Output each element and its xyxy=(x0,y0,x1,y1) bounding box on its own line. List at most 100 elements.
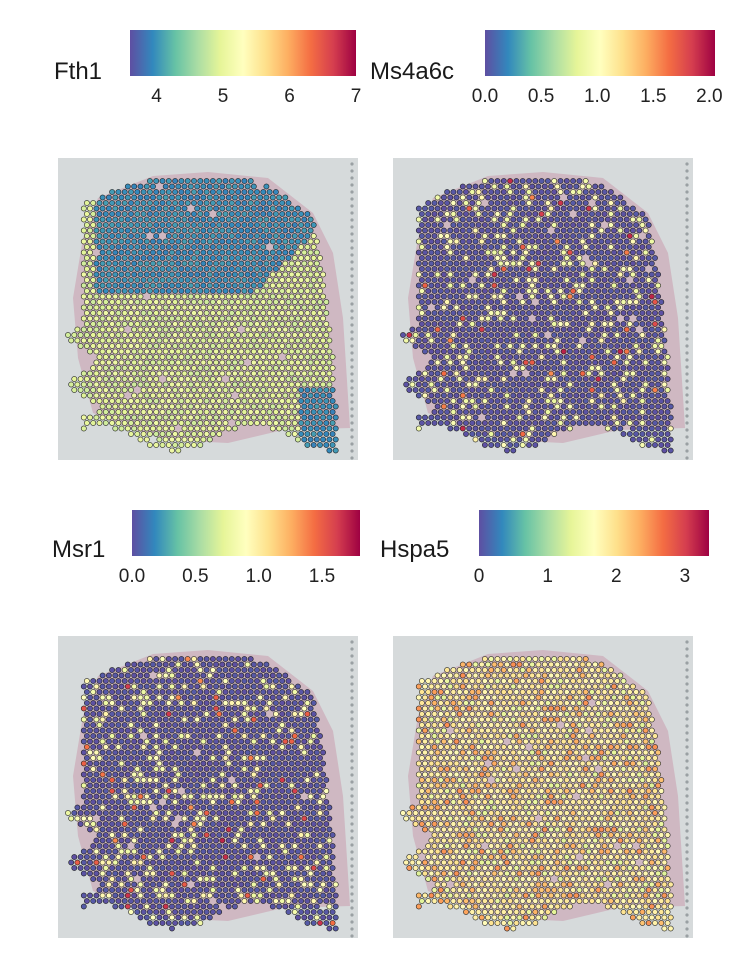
spot xyxy=(415,370,422,377)
spot xyxy=(209,266,216,272)
spot xyxy=(96,722,103,728)
spot xyxy=(607,398,614,404)
spot xyxy=(106,227,112,234)
spot xyxy=(529,282,536,289)
spot xyxy=(99,260,106,267)
spot xyxy=(219,672,226,679)
spot xyxy=(507,420,513,426)
spot xyxy=(191,189,197,195)
spot xyxy=(611,403,617,410)
spot xyxy=(197,810,204,816)
spot xyxy=(664,409,671,415)
spot xyxy=(595,244,602,250)
spot xyxy=(447,315,454,322)
spot xyxy=(241,233,248,239)
spot xyxy=(102,700,109,706)
spot xyxy=(447,216,454,223)
spot xyxy=(272,365,279,371)
spot xyxy=(307,414,314,421)
spot xyxy=(667,447,674,454)
spot xyxy=(260,288,267,294)
spot xyxy=(598,282,605,289)
spot xyxy=(102,821,109,827)
spot xyxy=(441,282,447,289)
spot xyxy=(453,249,460,256)
spot xyxy=(576,310,583,316)
spot xyxy=(71,332,78,338)
spot xyxy=(109,678,115,684)
spot xyxy=(134,689,141,695)
fiducial-dot xyxy=(350,913,354,917)
spot xyxy=(194,716,201,723)
fiducial-dot xyxy=(350,794,354,798)
spot xyxy=(320,749,326,756)
spot xyxy=(112,205,119,212)
spot xyxy=(159,733,166,739)
spot xyxy=(99,293,106,300)
fiducial-dot xyxy=(350,232,354,236)
spot xyxy=(162,315,169,322)
spot xyxy=(147,733,153,739)
spot xyxy=(437,409,444,415)
spot xyxy=(589,277,595,283)
spot xyxy=(279,832,286,838)
spot xyxy=(191,200,197,206)
spot xyxy=(592,337,599,344)
spot xyxy=(115,189,122,195)
spot xyxy=(165,700,172,706)
spot xyxy=(485,337,491,344)
spot xyxy=(225,837,232,844)
spot xyxy=(463,332,469,338)
spot xyxy=(447,337,454,344)
spot xyxy=(428,260,435,267)
spot xyxy=(491,205,498,212)
fiducial-dot xyxy=(685,358,689,362)
spot xyxy=(87,315,93,322)
spot xyxy=(304,288,311,294)
spot xyxy=(636,370,643,377)
spot xyxy=(83,222,90,228)
fiducial-dot xyxy=(350,801,354,805)
spot xyxy=(162,749,169,756)
spot xyxy=(109,667,115,673)
spot xyxy=(134,244,141,250)
spot xyxy=(209,689,216,695)
spot xyxy=(425,244,432,250)
spot xyxy=(83,854,90,860)
spot xyxy=(304,821,311,827)
spot xyxy=(197,365,204,371)
spot xyxy=(269,782,276,789)
spot xyxy=(213,227,219,234)
spot xyxy=(206,381,213,388)
spot xyxy=(652,266,658,272)
spot xyxy=(570,409,576,415)
spot xyxy=(231,661,238,668)
spot xyxy=(589,332,595,338)
spot xyxy=(137,304,144,311)
spot xyxy=(153,332,160,338)
spot xyxy=(241,277,248,283)
fiducial-dot xyxy=(350,428,354,432)
fiducial-dot xyxy=(350,162,354,166)
spot xyxy=(175,304,182,311)
spot xyxy=(162,326,169,333)
spot xyxy=(213,727,219,734)
spot xyxy=(90,711,97,717)
spot xyxy=(469,211,476,217)
spot xyxy=(620,299,627,305)
spot xyxy=(272,211,279,217)
spot xyxy=(128,420,134,426)
spot xyxy=(301,282,308,289)
spot xyxy=(147,266,153,272)
spot xyxy=(276,238,282,245)
spot xyxy=(288,205,295,212)
spot xyxy=(213,194,219,201)
spot xyxy=(626,420,633,426)
spot xyxy=(93,683,100,690)
spot xyxy=(247,711,254,717)
spot xyxy=(241,420,248,426)
spot xyxy=(162,194,169,201)
spot xyxy=(456,376,463,382)
spot xyxy=(260,788,267,794)
spot xyxy=(598,216,605,223)
